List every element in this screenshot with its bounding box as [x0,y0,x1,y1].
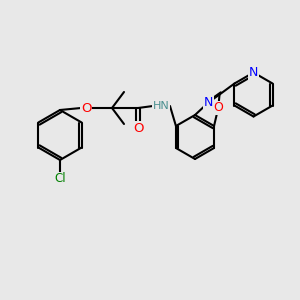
Text: N: N [204,96,214,109]
Text: O: O [81,101,91,115]
Text: HN: HN [153,101,169,111]
Text: O: O [213,101,223,114]
Text: O: O [133,122,143,134]
Text: N: N [249,66,258,79]
Text: Cl: Cl [54,172,66,185]
